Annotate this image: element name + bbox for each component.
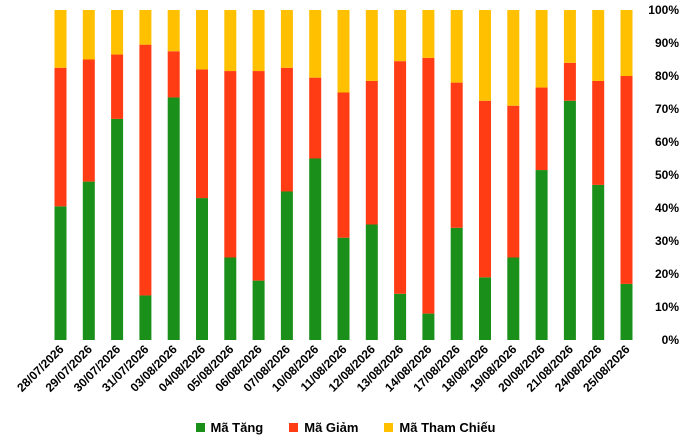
bar-increase-6 xyxy=(224,257,237,340)
bar-decrease-0 xyxy=(54,67,67,207)
bar-increase-16 xyxy=(507,257,520,340)
y-tick-label: 30% xyxy=(655,234,679,248)
bar-reference-15 xyxy=(479,10,491,101)
bar-decrease-20 xyxy=(620,76,633,284)
bar-decrease-7 xyxy=(252,71,265,281)
bar-increase-20 xyxy=(620,283,633,340)
bar-increase-8 xyxy=(280,191,293,340)
legend-swatch-increase xyxy=(195,422,205,432)
bar-reference-17 xyxy=(535,10,548,88)
bar-increase-1 xyxy=(82,181,95,340)
bar-reference-12 xyxy=(394,10,407,62)
y-tick-label: 40% xyxy=(655,201,679,215)
legend-label-decrease: Mã Giảm xyxy=(304,419,359,435)
bar-decrease-18 xyxy=(563,62,576,101)
bar-increase-15 xyxy=(479,277,491,340)
x-axis-labels: 28/07/202629/07/202630/07/202631/07/2026… xyxy=(14,342,633,395)
bar-decrease-5 xyxy=(196,69,208,199)
bar-increase-4 xyxy=(167,97,180,340)
bar-increase-2 xyxy=(111,118,124,341)
bar-increase-13 xyxy=(422,313,435,340)
bar-decrease-9 xyxy=(309,77,322,159)
y-tick-label: 50% xyxy=(655,168,679,182)
bar-increase-0 xyxy=(54,206,67,340)
bar-reference-3 xyxy=(139,10,152,45)
bar-decrease-8 xyxy=(280,67,293,192)
bar-decrease-16 xyxy=(507,105,520,258)
bar-reference-10 xyxy=(337,10,350,93)
bar-decrease-12 xyxy=(394,61,407,294)
legend-item-reference: Mã Tham Chiếu xyxy=(384,419,496,435)
bar-reference-20 xyxy=(620,10,633,76)
bar-increase-11 xyxy=(365,224,378,340)
bar-reference-19 xyxy=(592,10,605,81)
legend-swatch-decrease xyxy=(289,422,299,432)
bar-increase-9 xyxy=(309,158,322,340)
bar-decrease-1 xyxy=(82,59,95,182)
y-tick-label: 60% xyxy=(655,135,679,149)
bar-decrease-15 xyxy=(479,100,491,278)
bar-decrease-13 xyxy=(422,57,435,314)
bar-reference-16 xyxy=(507,10,520,106)
bar-reference-2 xyxy=(111,10,124,55)
y-tick-label: 100% xyxy=(648,3,679,17)
bar-decrease-19 xyxy=(592,80,605,185)
bar-reference-0 xyxy=(54,10,67,68)
y-tick-label: 70% xyxy=(655,102,679,116)
bar-reference-9 xyxy=(309,10,322,78)
bar-reference-5 xyxy=(196,10,208,70)
y-tick-label: 0% xyxy=(662,333,680,347)
bar-reference-1 xyxy=(82,10,95,60)
bar-decrease-4 xyxy=(167,51,180,98)
bar-reference-8 xyxy=(280,10,293,68)
legend-item-increase: Mã Tăng xyxy=(195,419,264,435)
bar-decrease-14 xyxy=(450,82,463,228)
bar-decrease-3 xyxy=(139,44,152,296)
bar-reference-7 xyxy=(252,10,265,72)
legend-item-decrease: Mã Giảm xyxy=(289,420,358,435)
legend-swatch-reference xyxy=(384,422,394,432)
bars-group xyxy=(54,10,633,341)
bar-increase-7 xyxy=(252,280,265,340)
bar-decrease-2 xyxy=(111,54,124,119)
bar-increase-10 xyxy=(337,237,350,340)
y-tick-label: 90% xyxy=(655,36,679,50)
bar-decrease-11 xyxy=(365,80,378,225)
bar-reference-13 xyxy=(422,10,435,58)
bar-decrease-17 xyxy=(535,87,548,171)
stacked-percent-bar-chart: 28/07/202629/07/202630/07/202631/07/2026… xyxy=(14,3,679,395)
bar-increase-5 xyxy=(196,198,208,340)
y-tick-label: 10% xyxy=(655,300,679,314)
bar-increase-18 xyxy=(563,100,576,340)
bar-increase-12 xyxy=(394,293,407,340)
bar-reference-14 xyxy=(450,10,463,83)
y-tick-label: 80% xyxy=(655,69,679,83)
bar-increase-17 xyxy=(535,170,548,340)
bar-reference-4 xyxy=(167,10,180,52)
y-axis-labels: 0% 10% 20% 30% 40% 50% 60% 70% 80% 90% 100% xyxy=(648,3,679,347)
legend: Mã Tăng Mã Giảm Mã Tham Chiếu xyxy=(0,418,691,436)
legend-label-reference: Mã Tham Chiếu xyxy=(399,419,496,435)
bar-decrease-10 xyxy=(337,92,350,238)
bar-reference-11 xyxy=(365,10,378,81)
bar-decrease-6 xyxy=(224,71,237,258)
bar-reference-6 xyxy=(224,10,237,72)
bar-increase-14 xyxy=(450,227,463,340)
y-tick-label: 20% xyxy=(655,267,679,281)
legend-label-increase: Mã Tăng xyxy=(210,419,264,435)
bar-increase-3 xyxy=(139,295,152,340)
bar-increase-19 xyxy=(592,184,605,340)
bar-reference-18 xyxy=(563,10,576,63)
